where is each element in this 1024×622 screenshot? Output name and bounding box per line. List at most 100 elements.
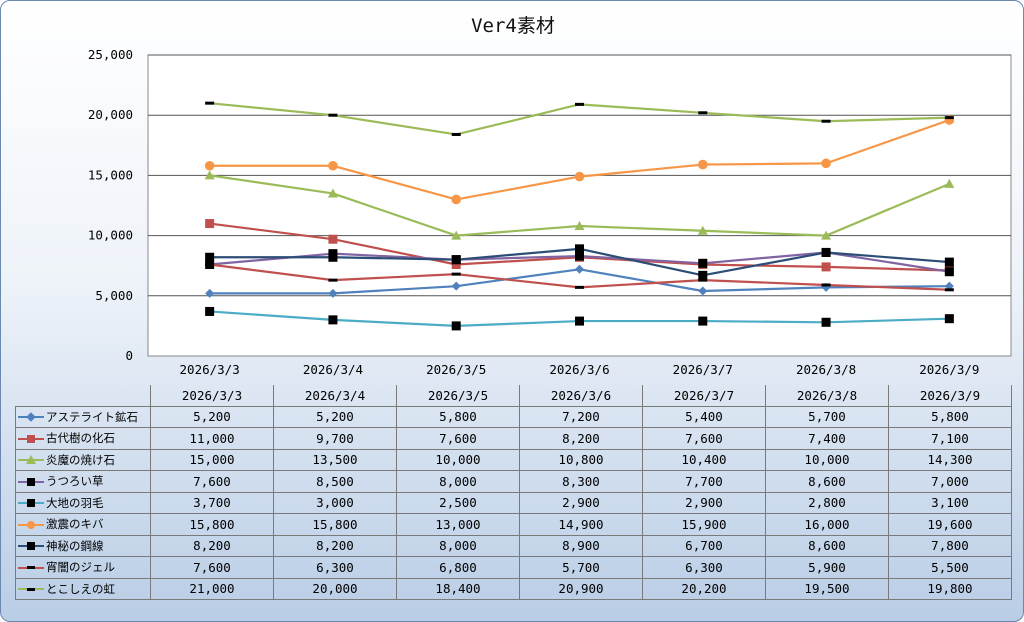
table-row: とこしえの虹 21,000 20,000 18,400 20,900 20,200 19,5… (15, 577, 1012, 600)
data-point (944, 257, 954, 267)
table-row: うつろい草 7,600 8,500 8,000 8,300 7,700 8,600 7,000 (15, 470, 1012, 493)
data-point (328, 160, 338, 171)
table-cell-value: 7,000 (888, 470, 1012, 493)
data-point (821, 283, 831, 287)
table-header-date: 2026/3/4 (273, 385, 397, 407)
data-point (451, 281, 461, 291)
y-tick-label: 20,000 (88, 107, 133, 122)
legend-key (18, 455, 44, 465)
series-label-cell: 神秘の鋼線 (15, 534, 151, 557)
table-row: 宵闇のジェル 7,600 6,300 6,800 5,700 6,300 5,900 5,50… (15, 556, 1012, 579)
table-cell-value: 19,800 (888, 577, 1012, 600)
data-point (698, 316, 708, 326)
x-tick-label: 2026/3/9 (919, 362, 979, 377)
table-cell-value: 20,000 (273, 577, 397, 600)
data-point (821, 247, 831, 257)
data-point (944, 314, 954, 324)
series-name: 宵闇のジェル (46, 560, 115, 575)
table-cell-value: 14,900 (519, 513, 643, 536)
table-cell-value: 8,300 (519, 470, 643, 493)
table-cell-value: 10,400 (642, 448, 766, 471)
table-row: 大地の羽毛 3,700 3,000 2,500 2,900 2,900 2,800 3,100 (15, 491, 1012, 514)
data-point (821, 262, 831, 272)
table-cell-value: 3,100 (888, 491, 1012, 514)
data-point (821, 230, 832, 240)
data-point (575, 102, 584, 106)
data-point (204, 160, 215, 171)
legend-key (18, 584, 44, 594)
series-label-cell: とこしえの虹 (15, 577, 151, 600)
data-point (204, 170, 215, 180)
series-label-cell: アステライト鉱石 (15, 405, 151, 428)
table-cell-value: 5,200 (150, 405, 274, 428)
data-point (328, 278, 338, 282)
data-point (698, 286, 708, 296)
data-point (697, 225, 708, 235)
legend-key (18, 498, 44, 508)
series-name: 神秘の鋼線 (46, 538, 104, 553)
x-tick-label: 2026/3/8 (796, 362, 856, 377)
series-name: 炎魔の焼け石 (46, 452, 115, 467)
table-cell-value: 5,700 (519, 556, 643, 579)
x-tick-label: 2026/3/6 (549, 362, 609, 377)
table-cell-value: 5,800 (888, 405, 1012, 428)
data-point (451, 132, 461, 136)
table-cell-value: 2,900 (642, 491, 766, 514)
legend-key (18, 541, 44, 551)
table-header-date: 2026/3/8 (765, 385, 889, 407)
table-row: 炎魔の焼け石 15,000 13,500 10,000 10,800 10,400 10,0… (15, 448, 1012, 471)
table-cell-value: 6,800 (396, 556, 520, 579)
x-tick-label: 2026/3/7 (673, 362, 733, 377)
table-cell-value: 8,900 (519, 534, 643, 557)
chart-title: Ver4素材 (471, 15, 555, 37)
table-cell-value: 11,000 (150, 427, 274, 450)
series-label-cell: 古代樹の化石 (15, 427, 151, 450)
table-cell-value: 7,800 (888, 534, 1012, 557)
table-cell-value: 7,400 (765, 427, 889, 450)
data-point (328, 315, 338, 325)
table-cell-value: 9,700 (273, 427, 397, 450)
series-name: 古代樹の化石 (46, 431, 115, 446)
table-cell-value: 14,300 (888, 448, 1012, 471)
table-corner (16, 385, 151, 406)
table-cell-value: 8,200 (519, 427, 643, 450)
series-name: とこしえの虹 (46, 581, 115, 596)
table-cell-value: 19,600 (888, 513, 1012, 536)
table-cell-value: 6,300 (273, 556, 397, 579)
data-point (698, 111, 708, 115)
table-cell-value: 5,900 (765, 556, 889, 579)
plot-background (147, 54, 1012, 357)
table-row: 古代樹の化石 11,000 9,700 7,600 8,200 7,600 7,400 7,1… (15, 427, 1012, 450)
data-point (328, 252, 338, 262)
table-cell-value: 7,200 (519, 405, 643, 428)
data-point (328, 113, 338, 117)
table-cell-value: 20,200 (642, 577, 766, 600)
x-tick-label: 2026/3/5 (426, 362, 486, 377)
data-point (575, 285, 584, 289)
table-cell-value: 16,000 (765, 513, 889, 536)
table-cell-value: 8,500 (273, 470, 397, 493)
data-point (205, 219, 215, 229)
series-label-cell: 大地の羽毛 (15, 491, 151, 514)
table-cell-value: 10,800 (519, 448, 643, 471)
data-point (451, 272, 461, 276)
table-cell-value: 18,400 (396, 577, 520, 600)
data-point (821, 119, 831, 123)
table-cell-value: 8,000 (396, 534, 520, 557)
table-cell-value: 13,500 (273, 448, 397, 471)
table-cell-value: 5,500 (888, 556, 1012, 579)
table-cell-value: 8,200 (273, 534, 397, 557)
table-cell-value: 10,000 (396, 448, 520, 471)
data-point (821, 317, 831, 327)
data-point (205, 252, 215, 262)
data-point (328, 288, 338, 298)
table-cell-value: 15,000 (150, 448, 274, 471)
table-cell-value: 2,800 (765, 491, 889, 514)
legend-key (18, 520, 44, 530)
data-point (944, 267, 954, 277)
series-name: うつろい草 (46, 474, 104, 489)
data-point (451, 230, 462, 240)
table-header-date: 2026/3/6 (519, 385, 643, 407)
data-point (451, 255, 461, 265)
y-tick-label: 25,000 (88, 47, 133, 62)
